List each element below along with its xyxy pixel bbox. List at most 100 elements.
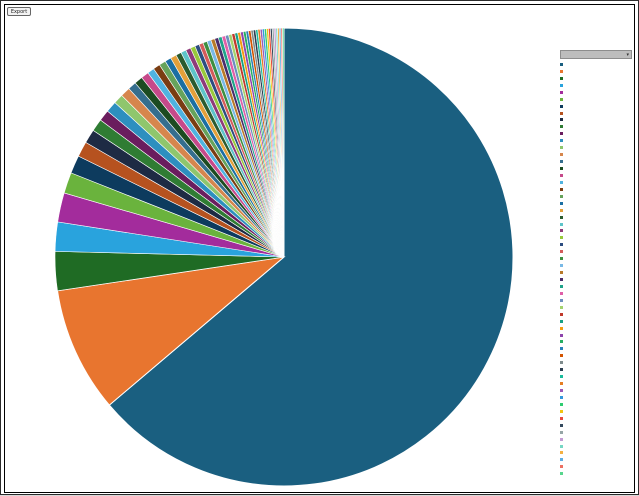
legend-swatch: [560, 437, 563, 441]
legend-item[interactable]: [560, 394, 635, 401]
legend-item[interactable]: [560, 415, 635, 422]
legend-item[interactable]: [560, 248, 635, 255]
legend-item[interactable]: [560, 89, 635, 96]
legend-item[interactable]: [560, 117, 635, 124]
legend-item[interactable]: [560, 456, 635, 463]
legend-swatch: [560, 69, 563, 73]
legend-swatch: [560, 111, 563, 115]
legend-swatch: [560, 236, 563, 240]
legend-item[interactable]: [560, 193, 635, 200]
legend-item[interactable]: [560, 332, 635, 339]
legend-swatch: [560, 222, 563, 226]
legend-item[interactable]: [560, 68, 635, 75]
legend-item[interactable]: [560, 297, 635, 304]
legend-item[interactable]: [560, 470, 635, 475]
legend-item[interactable]: [560, 366, 635, 373]
legend-item[interactable]: [560, 234, 635, 241]
legend-swatch: [560, 291, 563, 295]
legend-swatch: [560, 361, 563, 365]
legend-item[interactable]: [560, 269, 635, 276]
legend-swatch: [560, 243, 563, 247]
legend-dropdown[interactable]: ▾: [560, 50, 632, 59]
legend-swatch: [560, 201, 563, 205]
legend-swatch: [560, 278, 563, 282]
legend-item[interactable]: [560, 214, 635, 221]
legend-item[interactable]: [560, 352, 635, 359]
legend-swatch: [560, 305, 563, 309]
legend-item[interactable]: [560, 130, 635, 137]
pie-slice-1[interactable]: [108, 27, 514, 487]
legend-swatch: [560, 132, 563, 136]
legend-list: [560, 61, 635, 475]
legend-swatch: [560, 430, 563, 434]
legend: ▾: [560, 50, 635, 475]
legend-item[interactable]: [560, 380, 635, 387]
legend-item[interactable]: [560, 151, 635, 158]
legend-item[interactable]: [560, 221, 635, 228]
legend-swatch: [560, 90, 563, 94]
legend-swatch: [560, 389, 563, 393]
legend-swatch: [560, 395, 563, 399]
legend-item[interactable]: [560, 429, 635, 436]
legend-item[interactable]: [560, 373, 635, 380]
legend-swatch: [560, 423, 563, 427]
legend-item[interactable]: [560, 359, 635, 366]
legend-item[interactable]: [560, 61, 635, 68]
legend-item[interactable]: [560, 283, 635, 290]
legend-swatch: [560, 257, 563, 261]
chart-border: [4, 4, 635, 493]
legend-swatch: [560, 146, 563, 150]
legend-item[interactable]: [560, 228, 635, 235]
legend-swatch: [560, 83, 563, 87]
legend-item[interactable]: [560, 137, 635, 144]
legend-item[interactable]: [560, 290, 635, 297]
legend-item[interactable]: [560, 241, 635, 248]
legend-item[interactable]: [560, 450, 635, 457]
legend-swatch: [560, 347, 563, 351]
legend-swatch: [560, 97, 563, 101]
legend-item[interactable]: [560, 262, 635, 269]
legend-swatch: [560, 444, 563, 448]
legend-item[interactable]: [560, 463, 635, 470]
legend-item[interactable]: [560, 165, 635, 172]
legend-swatch: [560, 167, 563, 171]
legend-swatch: [560, 368, 563, 372]
legend-item[interactable]: [560, 207, 635, 214]
legend-item[interactable]: [560, 345, 635, 352]
legend-swatch: [560, 416, 563, 420]
legend-item[interactable]: [560, 436, 635, 443]
legend-item[interactable]: [560, 408, 635, 415]
legend-swatch: [560, 326, 563, 330]
legend-item[interactable]: [560, 123, 635, 130]
legend-item[interactable]: [560, 144, 635, 151]
legend-item[interactable]: [560, 339, 635, 346]
legend-item[interactable]: [560, 172, 635, 179]
legend-item[interactable]: [560, 443, 635, 450]
legend-item[interactable]: [560, 422, 635, 429]
legend-item[interactable]: [560, 276, 635, 283]
legend-item[interactable]: [560, 325, 635, 332]
legend-item[interactable]: [560, 311, 635, 318]
legend-item[interactable]: [560, 318, 635, 325]
legend-swatch: [560, 104, 563, 108]
legend-item[interactable]: [560, 304, 635, 311]
legend-item[interactable]: [560, 82, 635, 89]
export-button[interactable]: Export: [7, 7, 31, 16]
legend-swatch: [560, 340, 563, 344]
pie-slice-60[interactable]: [282, 27, 285, 258]
legend-item[interactable]: [560, 110, 635, 117]
legend-item[interactable]: [560, 96, 635, 103]
legend-item[interactable]: [560, 75, 635, 82]
legend-item[interactable]: [560, 158, 635, 165]
legend-swatch: [560, 160, 563, 164]
legend-item[interactable]: [560, 179, 635, 186]
legend-item[interactable]: [560, 401, 635, 408]
legend-item[interactable]: [560, 255, 635, 262]
legend-item[interactable]: [560, 200, 635, 207]
legend-item[interactable]: [560, 103, 635, 110]
legend-item[interactable]: [560, 186, 635, 193]
legend-item[interactable]: [560, 387, 635, 394]
pie-slice-2[interactable]: [56, 256, 286, 406]
legend-swatch: [560, 472, 563, 475]
